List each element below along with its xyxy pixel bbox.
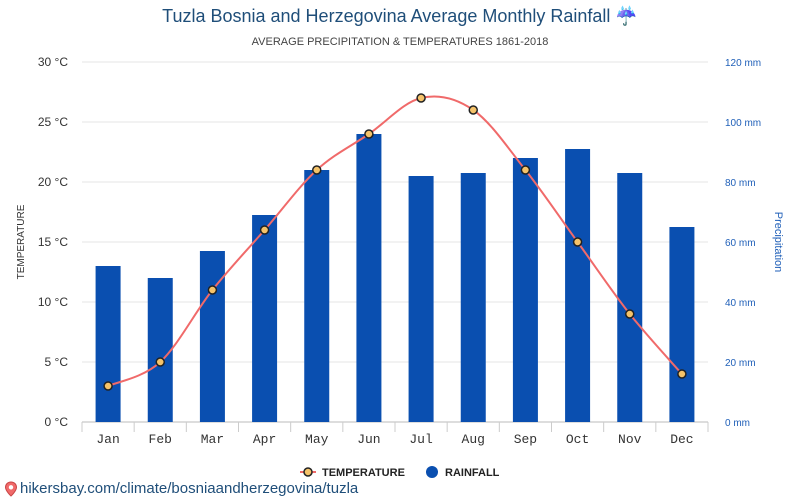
y-tick-label-left: 25 °C — [38, 115, 68, 129]
x-tick-label: Aug — [462, 432, 485, 447]
x-tick-label: Jun — [357, 432, 380, 447]
y-axis-title-left: TEMPERATURE — [16, 204, 27, 279]
source-url: hikersbay.com/climate/bosniaandherzegovi… — [20, 480, 359, 497]
rainfall-bar — [304, 170, 330, 422]
y-tick-label-left: 20 °C — [38, 175, 68, 189]
y-tick-label-left: 10 °C — [38, 295, 68, 309]
rainfall-bar — [356, 134, 382, 422]
rainfall-bar — [669, 227, 695, 422]
y-tick-label-left: 5 °C — [45, 355, 69, 369]
map-pin-icon — [4, 480, 18, 497]
temperature-point — [364, 129, 374, 139]
temperature-point — [155, 357, 165, 367]
temperature-point — [625, 309, 635, 319]
rainfall-bar — [460, 173, 486, 422]
y-tick-label-right: 20 mm — [725, 358, 756, 369]
temperature-point — [520, 165, 531, 175]
y-tick-label-right: 60 mm — [725, 238, 756, 249]
temperature-point — [259, 225, 270, 235]
y-tick-label-right: 120 mm — [725, 58, 761, 69]
x-tick-label: May — [305, 432, 329, 447]
x-tick-label: Nov — [618, 432, 642, 447]
chart-title-text: Tuzla Bosnia and Herzegovina Average Mon… — [162, 6, 611, 26]
x-tick-label: Oct — [566, 432, 589, 447]
rainfall-bar — [147, 278, 173, 422]
temperature-point — [416, 93, 426, 103]
rainfall-bar — [617, 173, 643, 422]
temperature-point — [103, 381, 113, 391]
temperature-point — [312, 165, 322, 175]
y-tick-label-left: 15 °C — [38, 235, 68, 249]
chart-title: Tuzla Bosnia and Herzegovina Average Mon… — [0, 6, 800, 27]
x-tick-label: Dec — [670, 432, 693, 447]
legend-rainfall-label: RAINFALL — [445, 467, 500, 479]
y-tick-label-right: 80 mm — [725, 178, 756, 189]
temperature-point — [207, 285, 218, 295]
x-tick-label: Mar — [201, 432, 224, 447]
climate-chart: 0 °C 5 °C 10 °C 15 °C 20 °C 25 °C 30 °C 0 mm 20 … — [16, 55, 784, 479]
legend-temperature-marker — [303, 467, 313, 477]
temperature-point — [572, 237, 583, 247]
rainfall-bar — [199, 251, 225, 422]
rainfall-bar — [565, 149, 591, 422]
legend-rainfall-marker — [426, 466, 438, 478]
x-tick-label: Feb — [149, 432, 172, 447]
x-tick-label: Jan — [96, 432, 119, 447]
y-tick-label-left: 0 °C — [45, 415, 69, 429]
x-tick-label: Jul — [409, 432, 433, 447]
legend-temperature-label: TEMPERATURE — [322, 467, 405, 479]
umbrella-rain-icon: ☔ — [615, 6, 638, 26]
temperature-point — [468, 105, 478, 115]
temperature-line — [107, 95, 683, 387]
rainfall-bar — [252, 215, 278, 422]
y-axis-title-right: Precipitation — [772, 212, 784, 273]
rainfall-bar — [408, 176, 434, 422]
temperature-point — [677, 369, 687, 379]
rainfall-bar — [95, 266, 121, 422]
x-tick-label: Apr — [253, 432, 276, 447]
y-tick-label-right: 100 mm — [725, 118, 761, 129]
source-link[interactable]: hikersbay.com/climate/bosniaandherzegovi… — [4, 480, 358, 497]
rainfall-bar — [512, 158, 538, 422]
y-tick-label-left: 30 °C — [38, 55, 68, 69]
y-tick-label-right: 40 mm — [725, 298, 756, 309]
x-tick-label: Sep — [514, 432, 537, 447]
chart-subtitle: AVERAGE PRECIPITATION & TEMPERATURES 186… — [251, 36, 549, 48]
y-tick-label-right: 0 mm — [725, 418, 750, 429]
